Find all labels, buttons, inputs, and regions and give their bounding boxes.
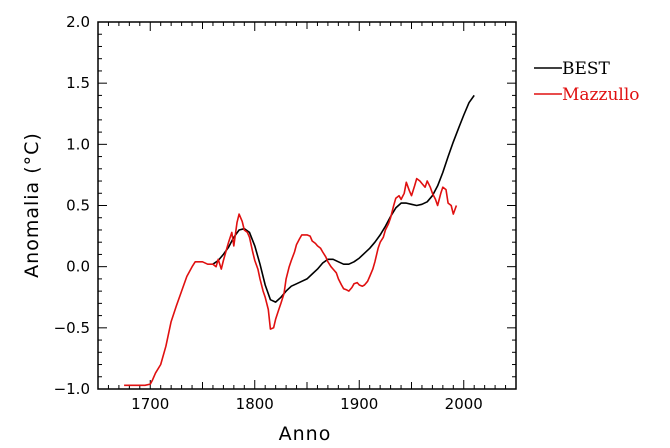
y-tick-label: −0.5 (54, 319, 90, 337)
x-tick-label: 1900 (340, 395, 378, 413)
y-axis-title: Anomalia (°C) (21, 132, 43, 278)
x-axis-title: Anno (279, 423, 332, 445)
y-tick-label: 1.5 (66, 74, 90, 92)
x-tick-label: 1800 (236, 395, 274, 413)
plot-frame (97, 21, 517, 390)
y-tick-label: 0.5 (66, 197, 90, 215)
legend-label-mazzullo: Mazzullo (562, 85, 640, 105)
x-tick-label: 2000 (445, 395, 483, 413)
y-tick-label: 2.0 (66, 13, 90, 31)
series-layer (124, 94, 475, 387)
y-tick-label: 1.0 (66, 135, 90, 153)
axis-ticks: 1700 1800 1900 2000 −1.0 −0.5 0.0 0.5 1.0 1.5 2.0 (54, 13, 517, 413)
y-tick-label: 0.0 (66, 258, 90, 276)
series-line-mazzullo (124, 177, 458, 387)
legend: BEST Mazzullo (534, 59, 640, 105)
series-line-best (212, 94, 475, 303)
y-tick-label: −1.0 (54, 380, 90, 398)
x-tick-label: 1700 (131, 395, 169, 413)
legend-label-best: BEST (562, 59, 611, 79)
